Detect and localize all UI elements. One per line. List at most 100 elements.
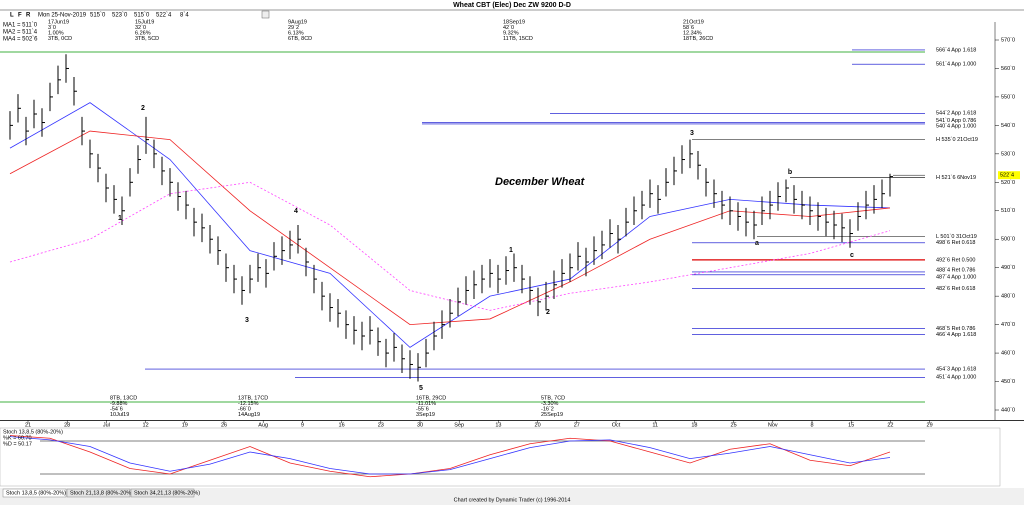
stoch-line: [9, 435, 891, 478]
wave-label: 1: [118, 215, 122, 222]
cycle-note: 14Aug19: [238, 412, 260, 418]
close-box[interactable]: [261, 10, 270, 19]
x-tick-label: 30: [417, 422, 423, 428]
x-tick-label: 19: [182, 422, 188, 428]
level-label: 468`5 Ret 0.786: [936, 326, 975, 332]
header-field: Mon 25-Nov-2019: [38, 13, 87, 19]
y-tick-label: 480`0: [1001, 294, 1015, 300]
cycle-note: 13TB, 17CD: [238, 395, 268, 401]
toolbar-button[interactable]: R: [26, 13, 31, 19]
wave-label: 2: [141, 105, 145, 112]
ma-legend: MA4 = 502`6: [3, 37, 38, 43]
y-tick-label: 550`0: [1001, 94, 1015, 100]
cycle-note: -54`6: [110, 406, 123, 412]
x-tick-label: 28: [64, 422, 70, 428]
header-field: 8`4: [180, 13, 189, 19]
cycle-note: 11TB, 15CD: [503, 36, 533, 42]
cycle-note: 18TB, 26CD: [683, 36, 713, 42]
x-tick-label: 12: [143, 422, 149, 428]
wave-label: 4: [294, 208, 298, 215]
cycle-note: 3TB, 0CD: [48, 36, 72, 42]
level-label: 466`4 App 1.618: [936, 332, 976, 338]
chart-title: Wheat CBT (Elec) Dec ZW 9200 D-D: [453, 2, 571, 9]
chart-annotation: December Wheat: [495, 176, 586, 188]
tab[interactable]: [130, 488, 195, 498]
cycle-note: 1.00%: [48, 30, 64, 36]
cycle-note: 18Sep19: [503, 19, 525, 25]
level-label: 454`3 App 1.618: [936, 367, 976, 373]
header-field: 522`4: [156, 13, 172, 19]
y-tick-label: 440`0: [1001, 407, 1015, 413]
level-label: 498`6 Ret 0.618: [936, 240, 975, 246]
tab-label[interactable]: Stoch 13,8,5 (80%-20%): [6, 490, 66, 496]
cycle-note: 42`0: [503, 25, 514, 31]
stoch-k: %K = 60.70: [3, 435, 32, 441]
cycle-note: 21Oct19: [683, 19, 704, 25]
level-label: 482`6 Ret 0.618: [936, 286, 975, 292]
y-tick-label: 500`0: [1001, 237, 1015, 243]
level-label: 487`4 App 1.000: [936, 274, 976, 280]
x-tick-label: 29: [927, 422, 933, 428]
header-field: 523`0: [112, 13, 128, 19]
level-label: 540`4 App 1.000: [936, 123, 976, 129]
y-tick-label: 490`0: [1001, 265, 1015, 271]
cycle-note: 15Jul19: [135, 19, 154, 25]
toolbar-button[interactable]: F: [18, 13, 22, 19]
x-tick-label: 27: [574, 422, 580, 428]
x-tick-label: 15: [848, 422, 854, 428]
x-tick-label: 20: [535, 422, 541, 428]
header-field: 515`0: [134, 13, 150, 19]
level-label: 488`4 Ret 0.786: [936, 267, 975, 273]
stoch-title: Stoch 13,8,5 (80%-20%): [3, 429, 63, 435]
x-tick-label: Oct: [612, 422, 621, 428]
level-label: H 535`0 21Oct19: [936, 137, 978, 143]
cycle-note: 3Sep19: [416, 412, 435, 418]
y-tick-label: 470`0: [1001, 322, 1015, 328]
wave-label: c: [850, 252, 854, 259]
tab-bar: [0, 488, 1024, 505]
wave-label: a: [755, 240, 759, 247]
cycle-note: -55`6: [416, 406, 429, 412]
tab-label[interactable]: Stoch 34,21,13 (80%-20%): [134, 490, 200, 496]
cycle-note: 16TB, 29CD: [416, 395, 446, 401]
y-tick-label: 560`0: [1001, 66, 1015, 72]
cycle-note: -66`0: [238, 406, 251, 412]
cycle-note: -16`2: [541, 406, 554, 412]
wave-label: 3: [690, 130, 694, 137]
cycle-note: 8TB, 13CD: [110, 395, 137, 401]
y-tick-label: 450`0: [1001, 379, 1015, 385]
wave-label: 5: [419, 385, 423, 392]
axis-line: [0, 420, 1024, 421]
tab[interactable]: [2, 488, 67, 498]
cycle-note: 32`0: [135, 25, 146, 31]
toolbar-button[interactable]: L: [10, 13, 14, 19]
ma-legend: MA2 = 511`4: [3, 30, 38, 36]
wave-label: 3: [245, 317, 249, 324]
x-tick-label: 18: [691, 422, 697, 428]
x-tick-label: 13: [495, 422, 501, 428]
x-tick-label: Jul: [103, 422, 110, 428]
y-tick-label: 530`0: [1001, 151, 1015, 157]
level-label: 492`6 Ret 0.500: [936, 257, 975, 263]
cycle-note: 25Sep19: [541, 412, 563, 418]
x-tick-label: 25: [731, 422, 737, 428]
x-tick-label: 22: [887, 422, 893, 428]
moving-average: [9, 181, 891, 311]
cycle-note: -12.15%: [238, 401, 259, 407]
tab[interactable]: [66, 488, 131, 498]
x-tick-label: 11: [652, 422, 658, 428]
wave-label: 2: [546, 309, 550, 316]
x-tick-label: 8: [810, 422, 813, 428]
tab-label[interactable]: Stoch 21,13,8 (80%-20%): [70, 490, 133, 496]
level-label: 451`4 App 1.000: [936, 375, 976, 381]
stoch-panel: [0, 427, 1001, 487]
level-label: L 501`0 31Oct19: [936, 234, 977, 240]
cycle-note: -3.30%: [541, 401, 559, 407]
cycle-note: -9.88%: [110, 401, 128, 407]
footer: Chart created by Dynamic Trader (c) 1996…: [454, 497, 571, 503]
cycle-note: 3`0: [48, 25, 56, 31]
stoch-line: [9, 436, 891, 475]
cycle-note: 9.32%: [503, 30, 519, 36]
level-label: 566`4 App 1.618: [936, 47, 976, 53]
